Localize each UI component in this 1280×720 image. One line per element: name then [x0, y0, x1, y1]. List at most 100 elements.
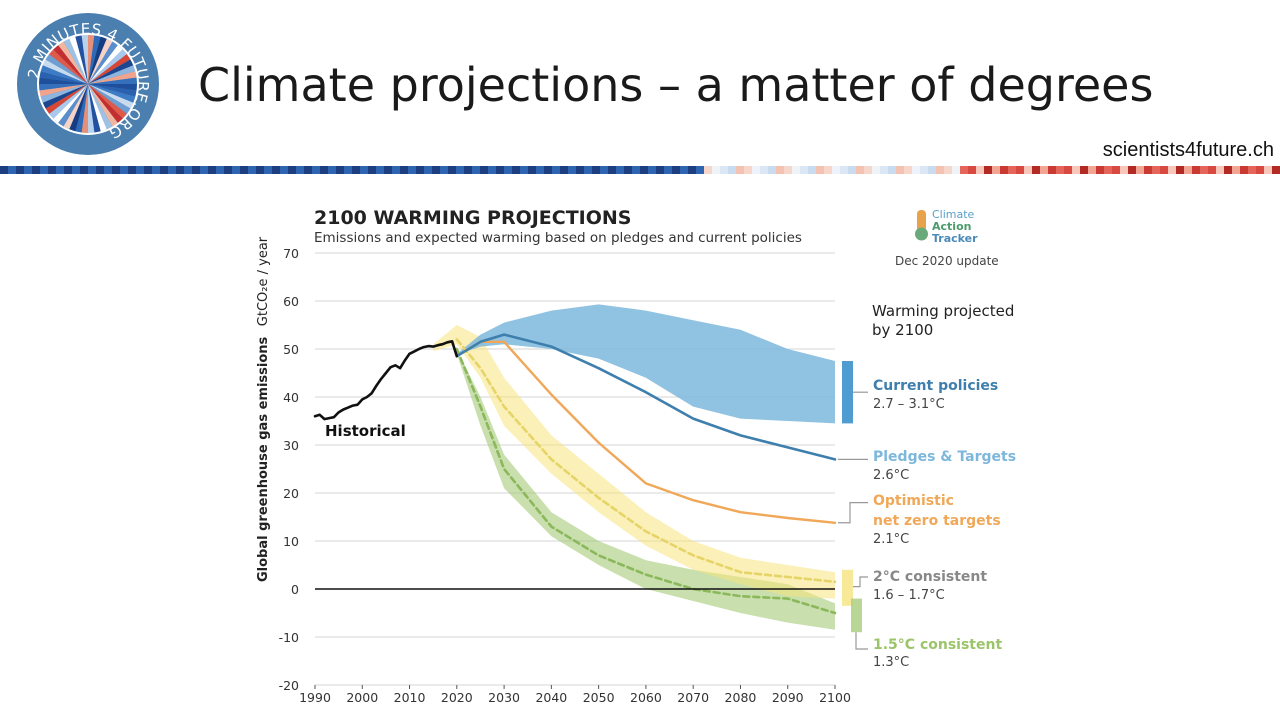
divider-stripe: [256, 166, 265, 174]
divider-stripe: [1224, 166, 1233, 174]
divider-stripe: [240, 166, 249, 174]
divider-stripe: [496, 166, 505, 174]
slide-title: Climate projections – a matter of degree…: [198, 58, 1154, 112]
divider-stripe: [120, 166, 129, 174]
divider-stripe: [696, 166, 705, 174]
y-tick-label: 0: [291, 582, 299, 597]
divider-stripe: [560, 166, 569, 174]
divider-stripe: [144, 166, 153, 174]
divider-stripe: [968, 166, 977, 174]
divider-stripe: [1096, 166, 1105, 174]
x-tick-label: 2030: [488, 690, 520, 705]
divider-stripe: [920, 166, 929, 174]
divider-stripe: [640, 166, 649, 174]
logo-stripe: [88, 84, 107, 132]
divider-stripe: [48, 166, 57, 174]
divider-stripe: [448, 166, 457, 174]
divider-stripe: [160, 166, 169, 174]
divider-stripe: [1128, 166, 1137, 174]
divider-stripe: [872, 166, 881, 174]
divider-stripe: [1168, 166, 1177, 174]
divider-stripe: [976, 166, 985, 174]
divider-stripe: [96, 166, 105, 174]
divider-stripe: [208, 166, 217, 174]
divider-stripe: [1064, 166, 1073, 174]
divider-stripe: [1152, 166, 1161, 174]
brand-line-1: Climate: [932, 208, 975, 221]
divider-stripe: [1112, 166, 1121, 174]
thermometer-bulb-icon: [915, 227, 928, 241]
logo-stripe: [75, 35, 88, 84]
divider-stripe: [840, 166, 849, 174]
2minutes4future-logo[interactable]: 2 MINUTES 4 FUTURE.ORG: [16, 12, 160, 156]
divider-stripe: [912, 166, 921, 174]
divider-stripe: [432, 166, 441, 174]
leader-one-five-degree: [855, 632, 868, 650]
logo-stripe: [42, 84, 88, 109]
y-tick-label: -20: [279, 678, 299, 693]
y-tick-label: 40: [283, 390, 299, 405]
logo-stripe: [88, 84, 131, 114]
divider-stripe: [184, 166, 193, 174]
divider-stripe: [600, 166, 609, 174]
divider-stripe: [576, 166, 585, 174]
divider-stripe: [760, 166, 769, 174]
x-tick-label: 2090: [772, 690, 804, 705]
divider-stripe: [312, 166, 321, 174]
logo-stripe: [88, 59, 134, 84]
series-lines: [313, 333, 868, 650]
divider-stripe: [648, 166, 657, 174]
divider-stripe: [112, 166, 121, 174]
y-tick-label: -10: [279, 630, 299, 645]
divider-stripe: [200, 166, 209, 174]
y-axis-unit: GtCO₂e / year: [256, 236, 271, 326]
y-tick-label: 70: [283, 246, 299, 261]
range-one-five-degree: 1.3°C: [873, 655, 909, 670]
historical-label: Historical: [325, 422, 406, 440]
divider-stripe: [768, 166, 777, 174]
chart-title: 2100 WARMING PROJECTIONS: [314, 207, 632, 229]
divider-stripe: [168, 166, 177, 174]
divider-stripe: [424, 166, 433, 174]
divider-stripe: [216, 166, 225, 174]
divider-stripe: [624, 166, 633, 174]
divider-stripe: [776, 166, 785, 174]
divider-stripe: [328, 166, 337, 174]
leader-optimistic: [838, 502, 868, 524]
divider-stripe: [536, 166, 545, 174]
divider-stripe: [656, 166, 665, 174]
divider-stripe: [488, 166, 497, 174]
divider-stripe: [344, 166, 353, 174]
divider-stripe: [848, 166, 857, 174]
range-bar-current-policies: [842, 361, 853, 424]
divider-stripe: [1000, 166, 1009, 174]
logo-stripe: [40, 65, 88, 84]
divider-stripe: [992, 166, 1001, 174]
divider-stripe: [632, 166, 641, 174]
divider-stripe: [264, 166, 273, 174]
label-two-degree: 2°C consistent: [873, 569, 987, 585]
divider-stripe: [1248, 166, 1257, 174]
pledges-targets-line: [455, 333, 837, 461]
x-tick-label: 2080: [725, 690, 757, 705]
divider-stripe: [272, 166, 281, 174]
logo-stripe: [39, 84, 88, 91]
divider-stripe: [800, 166, 809, 174]
divider-stripe: [400, 166, 409, 174]
range-two-degree: 1.6 – 1.7°C: [873, 588, 945, 603]
site-url[interactable]: scientists4future.ch: [1102, 139, 1274, 161]
divider-stripe: [728, 166, 737, 174]
label-pledges-targets: Pledges & Targets: [873, 449, 1016, 465]
x-tick-label: 2070: [677, 690, 709, 705]
divider-stripe: [688, 166, 697, 174]
end-labels: Current policies 2.7 – 3.1°C Pledges & T…: [873, 378, 1016, 670]
divider-stripe: [792, 166, 801, 174]
one-five-degree-median-line: [455, 347, 837, 615]
logo-stripe: [88, 38, 113, 84]
logo-stripe: [88, 41, 118, 84]
divider-stripe: [1264, 166, 1273, 174]
logo-inner-border: [37, 33, 139, 135]
divider-stripe: [616, 166, 625, 174]
x-tick-label: 2040: [535, 690, 567, 705]
divider-stripe: [1136, 166, 1145, 174]
